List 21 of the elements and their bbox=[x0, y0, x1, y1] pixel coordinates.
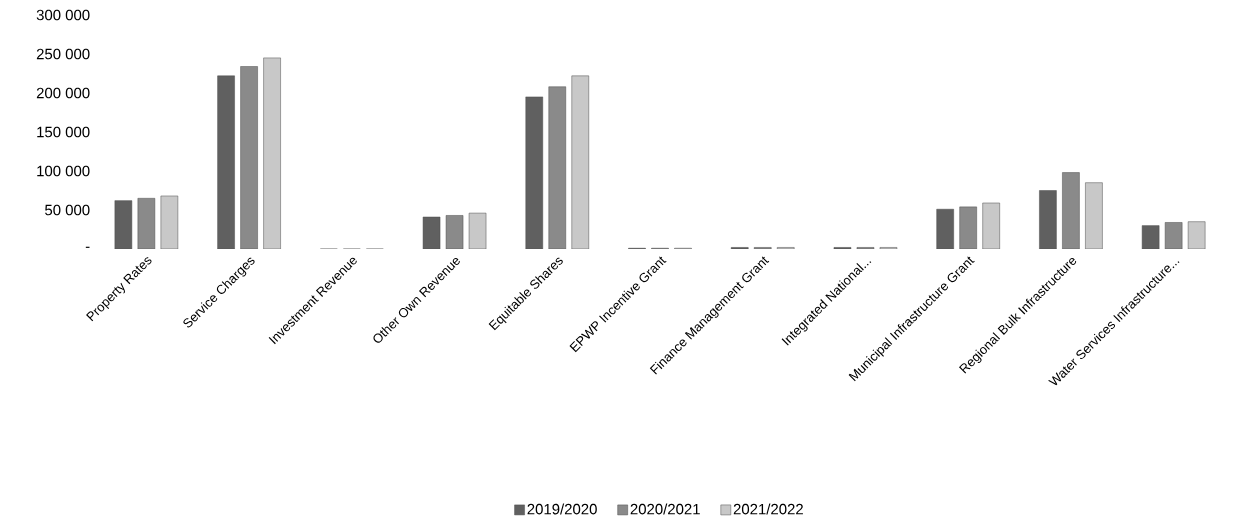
bar bbox=[548, 86, 567, 249]
bar bbox=[1062, 172, 1080, 249]
bar bbox=[525, 96, 544, 249]
y-tick-label: - bbox=[85, 246, 90, 248]
y-tick-label: 50 000 bbox=[45, 204, 90, 216]
bar bbox=[1039, 190, 1057, 249]
y-tick-label: 250 000 bbox=[36, 48, 90, 60]
y-tick-label: 200 000 bbox=[36, 87, 90, 99]
bar bbox=[936, 208, 954, 249]
y-tick-label: 150 000 bbox=[37, 126, 90, 138]
y-tick-label: 300 000 bbox=[36, 9, 90, 21]
bar bbox=[982, 202, 1000, 249]
bar bbox=[1085, 182, 1103, 249]
legend-label: 2019/2020 bbox=[527, 503, 597, 515]
bar bbox=[240, 66, 258, 249]
bar bbox=[571, 75, 590, 249]
bar bbox=[217, 75, 235, 249]
legend-label: 2020/2021 bbox=[630, 503, 700, 515]
y-tick-label: 100 000 bbox=[37, 165, 90, 177]
bar bbox=[263, 57, 281, 249]
legend-label: 2021/2022 bbox=[733, 503, 803, 515]
